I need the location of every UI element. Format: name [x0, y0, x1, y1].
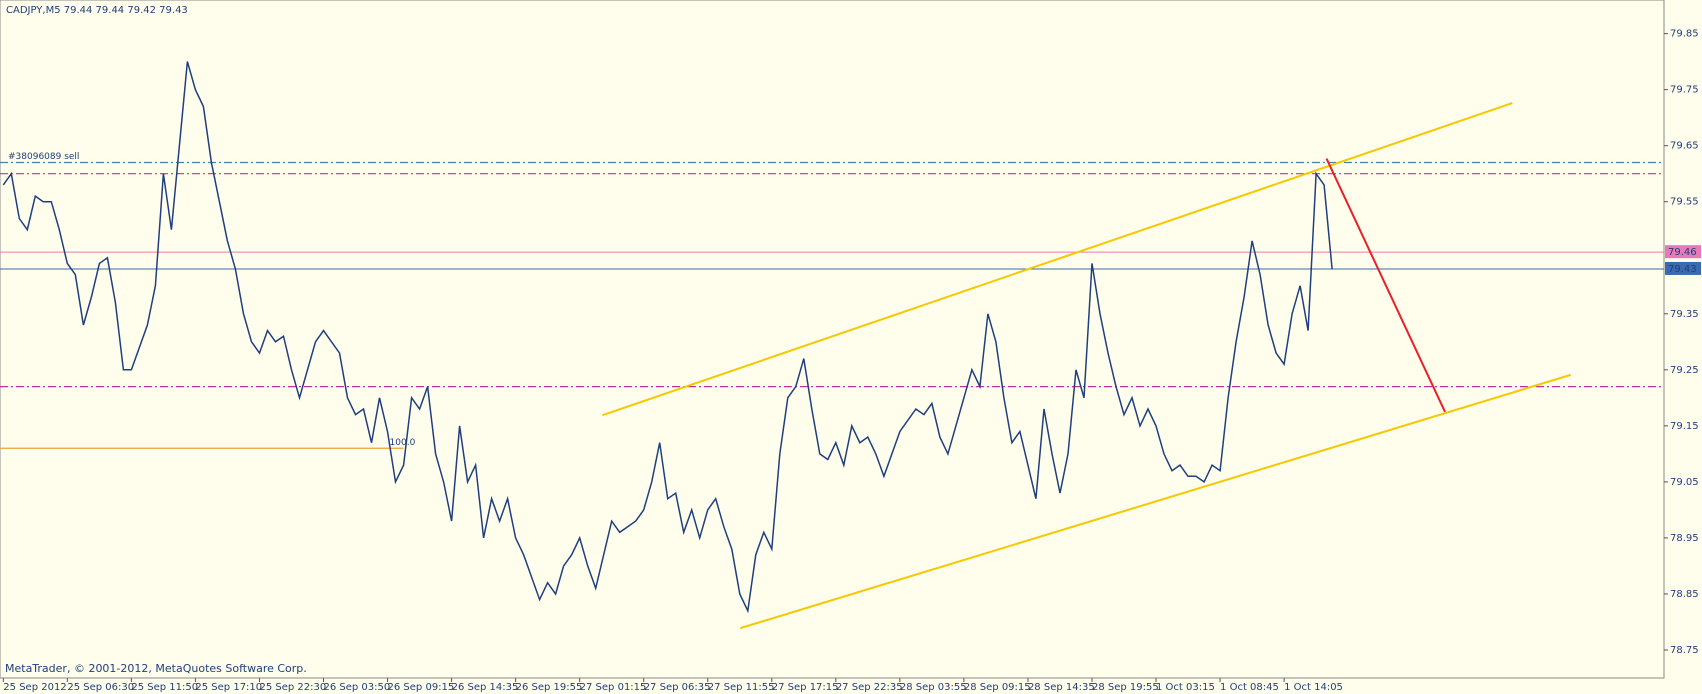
y-tick-label: 79.75	[1670, 85, 1699, 96]
x-tick-label: 1 Oct 03:15	[1156, 682, 1215, 693]
bid-tag	[1665, 261, 1701, 275]
y-tick-label: 79.85	[1670, 29, 1699, 40]
trendline	[602, 102, 1513, 417]
level-label: #38096089 sell	[8, 152, 79, 162]
y-tick-label: 79.25	[1670, 365, 1699, 376]
x-tick-label: 26 Sep 03:50	[324, 682, 391, 693]
y-tick-label: 78.85	[1670, 589, 1699, 600]
x-tick-label: 27 Sep 01:15	[580, 682, 647, 693]
x-tick-label: 28 Sep 19:55	[1092, 682, 1159, 693]
bid-tag-label: 79.43	[1668, 264, 1697, 275]
x-tick-label: 27 Sep 17:15	[772, 682, 839, 693]
x-tick-label: 26 Sep 19:55	[516, 682, 583, 693]
ask-tag-label: 79.46	[1668, 247, 1697, 258]
trendline	[740, 373, 1571, 630]
price-line	[2, 61, 1333, 614]
x-tick-label: 27 Sep 06:35	[644, 682, 711, 693]
x-tick-label: 28 Sep 14:35	[1028, 682, 1095, 693]
x-tick-label: 25 Sep 17:10	[195, 682, 262, 693]
x-tick-label: 27 Sep 22:35	[836, 682, 903, 693]
y-tick-label: 79.55	[1670, 197, 1699, 208]
x-tick-label: 26 Sep 14:35	[452, 682, 519, 693]
y-tick-label: 79.65	[1670, 141, 1699, 152]
x-tick-label: 25 Sep 22:30	[259, 682, 326, 693]
trendline	[1325, 158, 1446, 413]
x-tick-label: 26 Sep 09:15	[388, 682, 455, 693]
x-tick-label: 28 Sep 09:15	[964, 682, 1031, 693]
y-tick-label: 79.35	[1670, 309, 1699, 320]
x-tick-label: 1 Oct 14:05	[1284, 682, 1343, 693]
y-tick-label: 79.15	[1670, 421, 1699, 432]
y-tick-label: 79.05	[1670, 477, 1699, 488]
level-label: 100.0	[390, 438, 416, 448]
x-tick-label: 25 Sep 11:50	[131, 682, 198, 693]
x-tick-label: 27 Sep 11:55	[708, 682, 775, 693]
x-tick-label: 25 Sep 2012	[3, 682, 66, 693]
y-tick-label: 78.75	[1670, 645, 1699, 656]
ask-tag	[1665, 245, 1701, 259]
chart-title: CADJPY,M5 79.44 79.44 79.42 79.43	[6, 5, 188, 16]
x-tick-label: 28 Sep 03:55	[900, 682, 967, 693]
footer: MetaTrader, © 2001-2012, MetaQuotes Soft…	[5, 662, 307, 675]
x-tick-label: 25 Sep 06:30	[67, 682, 134, 693]
plot-frame	[0, 0, 1665, 679]
y-tick-label: 78.95	[1670, 533, 1699, 544]
x-tick-label: 1 Oct 08:45	[1220, 682, 1279, 693]
